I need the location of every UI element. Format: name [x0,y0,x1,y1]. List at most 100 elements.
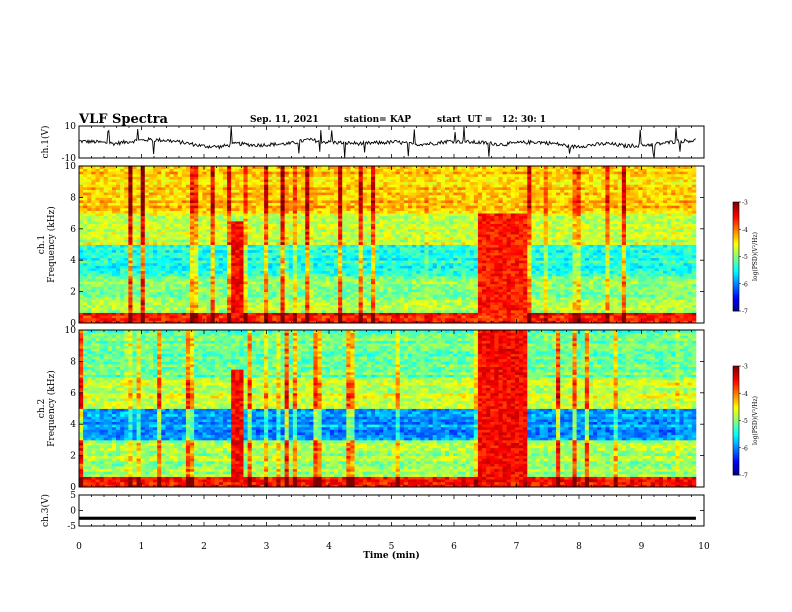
spectrogram-cell [333,283,339,287]
spectrogram-cell [268,239,273,243]
spectrogram-cell [445,268,450,272]
spectrogram-cell [329,265,335,269]
spectrogram-cell [264,247,269,251]
spectrogram-cell [194,265,199,269]
spectrogram-cell [95,302,100,306]
spectrogram-cell [358,312,364,316]
spectrogram-cell [280,244,286,248]
spectrogram-cell [259,281,265,285]
spectrogram-cell [556,239,561,243]
spectrogram-cell [79,262,84,266]
spectrogram-cell [338,270,343,274]
spectrogram-cell [494,254,499,258]
spectrogram-cell [617,302,623,306]
spectrogram-cell [420,288,425,292]
spectrogram-cell [584,288,590,292]
spectrogram-cell [440,320,446,324]
spectrogram-cell [107,275,113,279]
spectrogram-cell [87,286,92,290]
spectrogram-cell [280,307,286,311]
spectrogram-cell [671,244,676,248]
spectrogram-cell [584,254,590,258]
spectrogram-cell [395,288,401,292]
spectrogram-cell [440,307,446,311]
spectrogram-cell [424,268,429,272]
spectrogram-cell [519,270,524,274]
spectrogram-cell [235,307,240,311]
spectrogram-cell [313,260,318,264]
spectrogram-cell [535,299,540,303]
spectrogram-cell [379,294,384,298]
spectrogram-cell [391,249,397,253]
spectrogram-cell [519,309,524,313]
spectrogram-cell [617,278,623,282]
spectrogram-cell [486,281,491,285]
spectrogram-cell [539,307,545,311]
spectrogram-cell [333,236,339,240]
spectrogram-cell [305,278,310,282]
spectrogram-cell [408,309,413,313]
spectrogram-cell [477,275,483,279]
spectrogram-cell [510,239,516,243]
spectrogram-cell [486,275,491,279]
spectrogram-cell [276,315,281,319]
spectrogram-cell [239,254,244,258]
spectrogram-cell [243,249,249,253]
spectrogram-cell [87,275,92,279]
spectrogram-cell [140,265,146,269]
spectrogram-cell [321,236,327,240]
spectrogram-cell [473,260,479,264]
spectrogram-cell [642,307,647,311]
spectrogram-cell [190,317,195,321]
spectrogram-cell [445,291,450,295]
spectrogram-cell [375,244,380,248]
spectrogram-cell [338,257,343,261]
spectrogram-cell [679,273,684,277]
spectrogram-cell [190,265,195,269]
spectrogram-cell [276,260,281,264]
spectrogram-cell [103,299,109,303]
spectrogram-cell [440,268,446,272]
spectrogram-cell [333,299,339,303]
spectrogram-cell [140,317,146,321]
spectrogram-cell [691,254,697,258]
spectrogram-cell [198,294,203,298]
spectrogram-cell [218,315,224,319]
spectrogram-cell [654,244,660,248]
spectrogram-cell [576,304,582,308]
spectrogram-cell [239,307,244,311]
spectrogram-cell [527,265,532,269]
spectrogram-cell [416,265,421,269]
spectrogram-cell [140,254,146,258]
spectrogram-cell [370,294,376,298]
spectrogram-cell [161,309,166,313]
spectrogram-cell [358,265,364,269]
spectrogram-cell [584,315,590,319]
spectrogram-cell [667,268,672,272]
spectrogram-cell [375,296,380,300]
spectrogram-cell [231,236,236,240]
spectrogram-cell [210,304,216,308]
spectrogram-cell [654,249,660,253]
spectrogram-cell [428,254,434,258]
spectrogram-cell [79,273,84,277]
spectrogram-cell [630,296,635,300]
spectrogram-cell [642,275,647,279]
spectrogram-cell [173,281,179,285]
spectrogram-cell [268,312,273,316]
spectrogram-cell [568,281,573,285]
spectrogram-cell [288,288,294,292]
spectrogram-cell [247,294,253,298]
spectrogram-cell [87,260,92,264]
spectrogram-cell [490,315,495,319]
spectrogram-cell [296,307,302,311]
spectrogram-cell [346,312,351,316]
spectrogram-cell [634,244,639,248]
spectrogram-cell [646,299,652,303]
spectrogram-cell [597,249,602,253]
spectrogram-cell [346,247,351,251]
spectrogram-cell [395,320,401,324]
spectrogram-cell [609,257,615,261]
spectrogram-cell [128,307,133,311]
spectrogram-cell [366,309,372,313]
